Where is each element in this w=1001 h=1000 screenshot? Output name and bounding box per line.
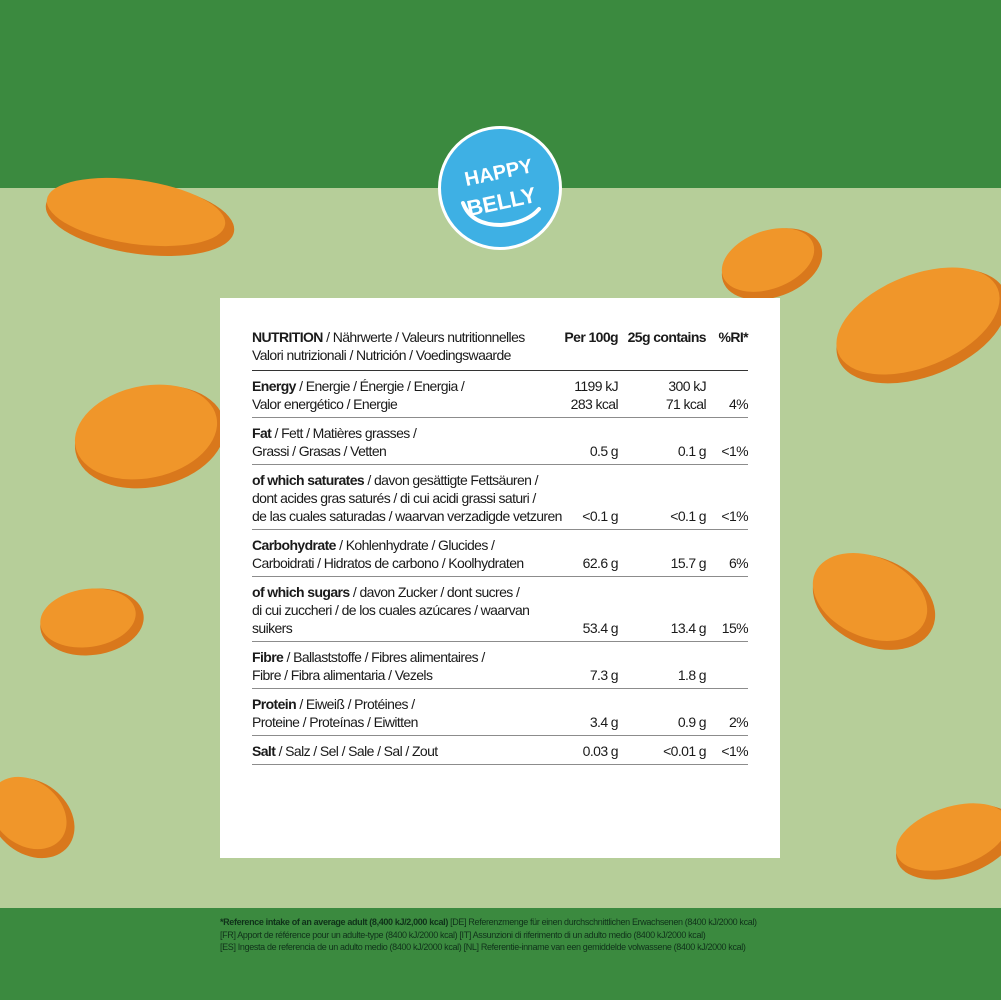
row-label-line2: Grassi / Grasas / Vetten (252, 443, 387, 459)
apricot-right-middle (812, 553, 936, 650)
row-per-100g-kcal: 283 kcal (570, 396, 619, 412)
row-per-100g: 0.03 g (562, 735, 619, 765)
header-label-cell: NUTRITION / Nährwerte / Valeurs nutritio… (252, 326, 562, 371)
apricot-right-upper (836, 267, 1001, 384)
row-ri: 4% (706, 370, 749, 418)
header-per-100g: Per 100g (562, 326, 619, 371)
table-row: Carbohydrate / Kohlenhydrate / Glucides … (252, 529, 749, 577)
row-ri: <1% (706, 464, 749, 530)
table-row: Fat / Fett / Matières grasses / Grassi /… (252, 417, 749, 465)
happy-belly-logo: HAPPY BELLY (438, 126, 562, 250)
row-label-rest: / Kohlenhydrate / Glucides / (335, 537, 495, 553)
footnote-line-1-bold: *Reference intake of an average adult (8… (220, 917, 448, 927)
row-label-line2: Proteine / Proteínas / Eiwitten (252, 714, 418, 730)
table-row: Protein / Eiweiß / Protéines / Proteine … (252, 688, 749, 736)
header-nutrition-bold: NUTRITION (252, 329, 323, 345)
row-per-100g: 3.4 g (562, 688, 619, 736)
row-label: Protein / Eiweiß / Protéines / Proteine … (252, 688, 562, 736)
header-label-line2: Valori nutrizionali / Nutrición / Voedin… (252, 347, 511, 363)
row-label-bold: Fat (252, 425, 272, 441)
header-25g-contains: 25g contains (618, 326, 707, 371)
apricot-right-bottom (896, 803, 1001, 880)
header-label-rest: / Nährwerte / Valeurs nutritionnelles (322, 329, 525, 345)
row-per-25g: 15.7 g (618, 529, 707, 577)
reference-intake-footnote: *Reference intake of an average adult (8… (220, 916, 820, 954)
row-per-100g: <0.1 g (562, 464, 619, 530)
row-label-rest: / Fett / Matières grasses / (271, 425, 417, 441)
row-label-line2: Valor energético / Energie (252, 396, 398, 412)
row-label: of which saturates / davon gesättigte Fe… (252, 464, 562, 530)
row-per-25g: 1.8 g (618, 641, 707, 689)
row-ri: <1% (706, 417, 749, 465)
row-label-line2: di cui zuccheri / de los cuales azúcares… (252, 602, 530, 636)
row-label: Fat / Fett / Matières grasses / Grassi /… (252, 417, 562, 465)
apricot-left-lower (40, 588, 144, 656)
row-label-rest: / davon Zucker / dont sucres / (349, 584, 520, 600)
apricot-top-left (45, 177, 235, 257)
row-label: Carbohydrate / Kohlenhydrate / Glucides … (252, 529, 562, 577)
table-row: Energy / Energie / Énergie / Energia / V… (252, 370, 749, 418)
row-label-bold: Salt (252, 743, 276, 759)
row-label-rest: / Eiweiß / Protéines / (296, 696, 415, 712)
table-header-row: NUTRITION / Nährwerte / Valeurs nutritio… (252, 326, 749, 371)
row-per-100g-kj: 1199 kJ (574, 378, 618, 394)
row-per-25g: 13.4 g (618, 576, 707, 642)
row-per-25g-kj: 300 kJ (668, 378, 706, 394)
table-row: Fibre / Ballaststoffe / Fibres alimentai… (252, 641, 748, 689)
row-per-100g: 62.6 g (562, 529, 619, 577)
row-per-25g: 0.1 g (618, 417, 707, 465)
row-label-rest: / Ballaststoffe / Fibres alimentaires / (283, 649, 486, 665)
row-ri (706, 641, 748, 689)
row-label-line2: Fibre / Fibra alimentaria / Vezels (252, 667, 433, 683)
row-ri: <1% (706, 735, 749, 765)
row-label-bold: of which saturates (252, 472, 365, 488)
apricot-top-right (721, 228, 823, 300)
logo-mark: HAPPY BELLY (461, 155, 541, 228)
row-label: Salt / Salz / Sel / Sale / Sal / Zout (252, 735, 562, 765)
footnote-line-1-rest: [DE] Referenzmenge für einen durchschnit… (447, 917, 757, 927)
row-label-bold: of which sugars (252, 584, 350, 600)
row-per-100g: 53.4 g (562, 576, 619, 642)
table-row: of which sugars / davon Zucker / dont su… (252, 576, 749, 642)
row-label-bold: Protein (252, 696, 297, 712)
row-label-bold: Carbohydrate (252, 537, 336, 553)
row-label-bold: Fibre (252, 649, 284, 665)
apricot-left-middle (74, 384, 226, 489)
row-per-25g: <0.1 g (618, 464, 707, 530)
row-per-100g: 7.3 g (562, 641, 619, 689)
footnote-line-3: [ES] Ingesta de referencia de un adulto … (220, 942, 746, 952)
row-per-25g-kcal: 71 kcal (665, 396, 707, 412)
row-per-100g: 1199 kJ 283 kcal (562, 370, 619, 418)
footnote-line-1: *Reference intake of an average adult (8… (220, 916, 820, 929)
row-label-line3: de las cuales saturadas / waarvan verzad… (252, 508, 562, 524)
row-per-25g: <0.01 g (618, 735, 707, 765)
row-ri: 6% (706, 529, 749, 577)
row-per-25g: 0.9 g (618, 688, 707, 736)
table-row: Salt / Salz / Sel / Sale / Sal / Zout 0.… (252, 735, 749, 765)
row-label-bold: Energy (252, 378, 296, 394)
row-ri: 2% (706, 688, 749, 736)
apricot-left-bottom (0, 776, 75, 859)
row-ri: 15% (706, 576, 749, 642)
bottom-green-band (0, 908, 1001, 1000)
table-row: of which saturates / davon gesättigte Fe… (252, 464, 749, 530)
logo-smile-icon (461, 201, 541, 228)
footnote-line-2: [FR] Apport de référence pour un adulte-… (220, 929, 706, 940)
row-label: of which sugars / davon Zucker / dont su… (252, 576, 562, 642)
row-label-rest: / Energie / Énergie / Energia / (295, 378, 465, 394)
row-label: Fibre / Ballaststoffe / Fibres alimentai… (252, 641, 562, 689)
header-ri: %RI* (706, 326, 749, 371)
row-label-line2: dont acides gras saturés / di cui acidi … (252, 490, 536, 506)
row-label: Energy / Energie / Énergie / Energia / V… (252, 370, 562, 418)
nutrition-table: NUTRITION / Nährwerte / Valeurs nutritio… (252, 326, 749, 765)
row-label-rest: / davon gesättigte Fettsäuren / (364, 472, 538, 488)
nutrition-panel: NUTRITION / Nährwerte / Valeurs nutritio… (220, 298, 780, 858)
row-label-rest: / Salz / Sel / Sale / Sal / Zout (275, 743, 439, 759)
row-per-100g: 0.5 g (562, 417, 619, 465)
row-per-25g: 300 kJ 71 kcal (618, 370, 707, 418)
row-label-line2: Carboidrati / Hidratos de carbono / Kool… (252, 555, 524, 571)
